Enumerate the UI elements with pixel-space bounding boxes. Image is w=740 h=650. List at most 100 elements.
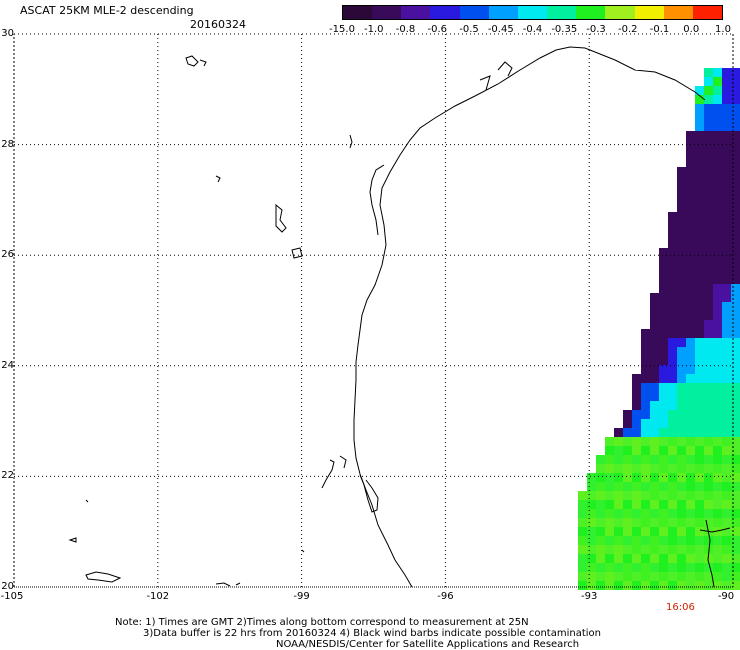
swath-cell bbox=[731, 527, 740, 536]
swath-cell bbox=[722, 356, 731, 365]
swath-cell bbox=[731, 482, 740, 491]
swath-cell bbox=[713, 455, 722, 464]
swath-cell bbox=[578, 545, 587, 554]
swath-cell bbox=[722, 122, 731, 131]
swath-cell bbox=[668, 230, 677, 239]
latitude-label: 26 bbox=[1, 249, 14, 261]
swath-cell bbox=[695, 338, 704, 347]
swath-cell bbox=[605, 518, 614, 527]
swath-cell bbox=[695, 491, 704, 500]
swath-cell bbox=[677, 212, 686, 221]
swath-cell bbox=[677, 329, 686, 338]
swath-cell bbox=[668, 266, 677, 275]
swath-cell bbox=[650, 401, 659, 410]
swath-cell bbox=[632, 392, 641, 401]
swath-cell bbox=[695, 365, 704, 374]
swath-cell bbox=[605, 482, 614, 491]
swath-cell bbox=[641, 572, 650, 581]
swath-cell bbox=[713, 374, 722, 383]
swath-cell bbox=[686, 239, 695, 248]
swath-cell bbox=[722, 536, 731, 545]
swath-cell bbox=[668, 509, 677, 518]
swath-cell bbox=[695, 158, 704, 167]
color-swatch bbox=[459, 6, 489, 19]
swath-cell bbox=[641, 392, 650, 401]
swath-cell bbox=[722, 527, 731, 536]
swath-cell bbox=[659, 545, 668, 554]
swath-cell bbox=[704, 113, 713, 122]
swath-cell bbox=[632, 437, 641, 446]
swath-cell bbox=[632, 545, 641, 554]
swath-cell bbox=[632, 410, 641, 419]
swath-cell bbox=[587, 509, 596, 518]
swath-cell bbox=[722, 545, 731, 554]
swath-cell bbox=[695, 401, 704, 410]
swath-cell bbox=[695, 203, 704, 212]
swath-cell bbox=[605, 455, 614, 464]
swath-cell bbox=[659, 419, 668, 428]
swath-cell bbox=[677, 572, 686, 581]
swath-cell bbox=[641, 563, 650, 572]
swath-cell bbox=[677, 419, 686, 428]
swath-cell bbox=[632, 446, 641, 455]
swath-cell bbox=[614, 437, 623, 446]
swath-cell bbox=[632, 581, 641, 590]
swath-cell bbox=[722, 320, 731, 329]
swath-cell bbox=[641, 509, 650, 518]
swath-cell bbox=[668, 374, 677, 383]
swath-cell bbox=[632, 518, 641, 527]
swath-cell bbox=[650, 509, 659, 518]
swath-cell bbox=[713, 428, 722, 437]
swath-cell bbox=[641, 365, 650, 374]
swath-cell bbox=[731, 356, 740, 365]
swath-cell bbox=[659, 365, 668, 374]
coastline bbox=[68, 46, 731, 588]
swath-cell bbox=[722, 383, 731, 392]
swath-cell bbox=[722, 581, 731, 590]
swath-cell bbox=[704, 176, 713, 185]
swath-cell bbox=[686, 437, 695, 446]
swath-cell bbox=[668, 248, 677, 257]
latitude-label: 22 bbox=[1, 470, 14, 482]
swath-cell bbox=[686, 266, 695, 275]
swath-cell bbox=[731, 536, 740, 545]
swath-cell bbox=[641, 473, 650, 482]
swath-cell bbox=[713, 473, 722, 482]
swath-cell bbox=[650, 572, 659, 581]
swath-cell bbox=[614, 446, 623, 455]
swath-cell bbox=[704, 581, 713, 590]
swath-cell bbox=[695, 266, 704, 275]
swath-cell bbox=[659, 275, 668, 284]
swath-cell bbox=[632, 428, 641, 437]
swath-cell bbox=[695, 527, 704, 536]
swath-cell bbox=[668, 563, 677, 572]
color-scale-label: -0.4 bbox=[522, 24, 543, 35]
swath-cell bbox=[650, 500, 659, 509]
swath-cell bbox=[722, 257, 731, 266]
swath-cell bbox=[686, 131, 695, 140]
swath-cell bbox=[650, 410, 659, 419]
swath-cell bbox=[731, 383, 740, 392]
swath-cell bbox=[731, 428, 740, 437]
swath-cell bbox=[686, 392, 695, 401]
swath-cell bbox=[677, 248, 686, 257]
swath-cell bbox=[686, 545, 695, 554]
swath-cell bbox=[668, 356, 677, 365]
swath-cell bbox=[596, 581, 605, 590]
swath-cell bbox=[605, 581, 614, 590]
swath-cell bbox=[578, 527, 587, 536]
swath-cell bbox=[713, 338, 722, 347]
swath-cell bbox=[650, 347, 659, 356]
swath-cell bbox=[695, 356, 704, 365]
swath-cell bbox=[614, 491, 623, 500]
swath-cell bbox=[722, 428, 731, 437]
swath-cell bbox=[713, 239, 722, 248]
swath-cell bbox=[677, 356, 686, 365]
swath-cell bbox=[659, 500, 668, 509]
swath-cell bbox=[677, 446, 686, 455]
swath-cell bbox=[641, 383, 650, 392]
swath-cell bbox=[623, 563, 632, 572]
swath-cell bbox=[704, 68, 713, 77]
swath-cell bbox=[668, 383, 677, 392]
swath-cell bbox=[587, 473, 596, 482]
